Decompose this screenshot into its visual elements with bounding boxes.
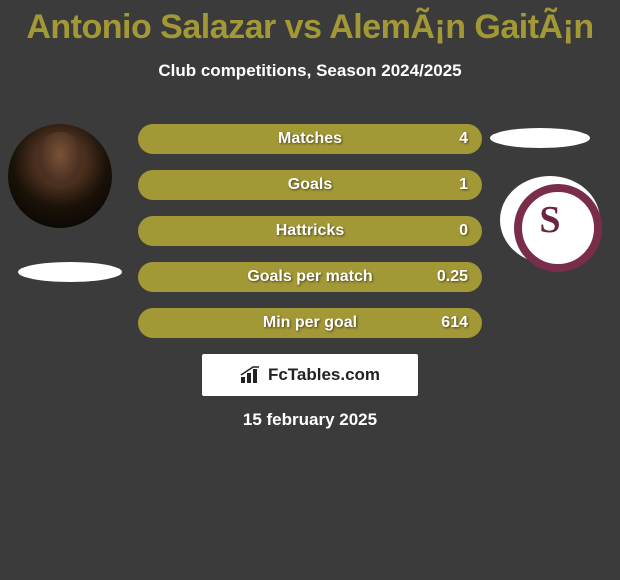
stat-value: 0.25 [437,262,468,292]
club-right-badge [500,176,600,264]
bar-chart-icon [240,366,262,384]
stat-label: Goals [138,170,482,200]
stat-value: 614 [441,308,468,338]
stat-value: 4 [459,124,468,154]
stat-value: 0 [459,216,468,246]
stat-value: 1 [459,170,468,200]
player-left-shadow [18,262,122,282]
stat-row-goals: Goals 1 [138,170,482,200]
brand-badge: FcTables.com [202,354,418,396]
stat-row-goals-per-match: Goals per match 0.25 [138,262,482,292]
stat-label: Hattricks [138,216,482,246]
stat-row-matches: Matches 4 [138,124,482,154]
season-subtitle: Club competitions, Season 2024/2025 [0,61,620,81]
stat-label: Goals per match [138,262,482,292]
player-right-shadow [490,128,590,148]
stat-row-min-per-goal: Min per goal 614 [138,308,482,338]
stat-row-hattricks: Hattricks 0 [138,216,482,246]
player-left-avatar [8,124,112,228]
stat-label: Min per goal [138,308,482,338]
brand-text: FcTables.com [268,365,380,385]
stat-label: Matches [138,124,482,154]
page-title: Antonio Salazar vs AlemÃ¡n GaitÃ¡n [0,0,620,47]
stats-container: Matches 4 Goals 1 Hattricks 0 Goals per … [138,124,482,354]
comparison-date: 15 february 2025 [0,410,620,430]
